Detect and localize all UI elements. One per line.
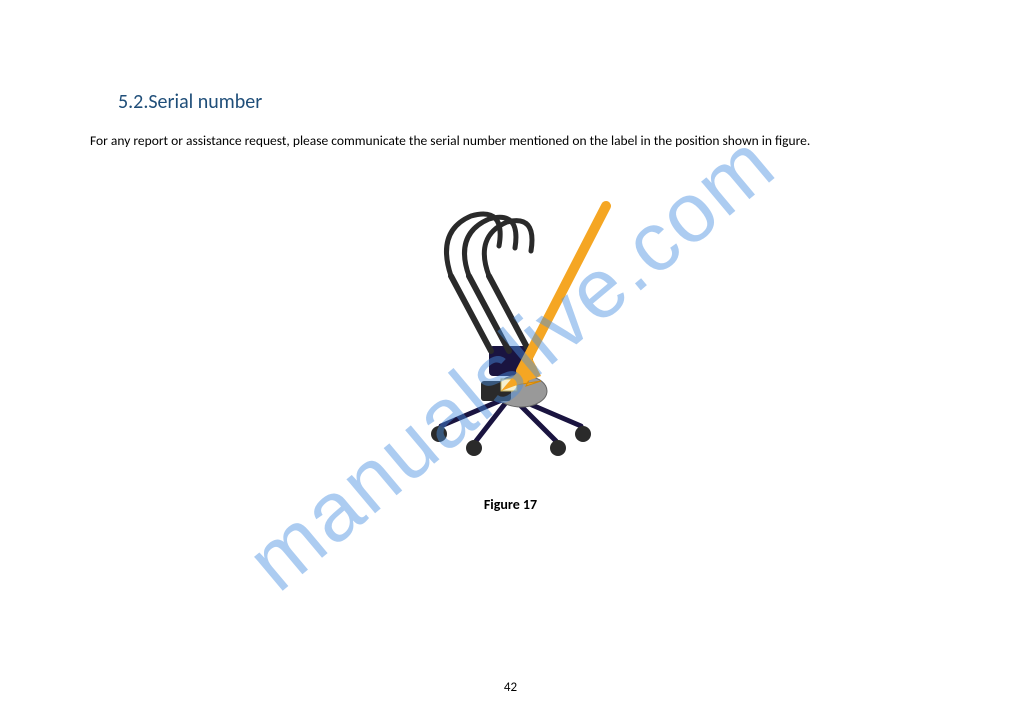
- page-number: 42: [0, 680, 1021, 695]
- manual-page: 5.2.Serial number For any report or assi…: [0, 0, 1021, 723]
- figure-container: Figure 17: [90, 161, 931, 521]
- section-heading: 5.2.Serial number: [118, 90, 931, 114]
- figure-caption: Figure 17: [90, 496, 931, 513]
- device-illustration: [381, 186, 641, 466]
- section-body-text: For any report or assistance request, pl…: [90, 132, 931, 151]
